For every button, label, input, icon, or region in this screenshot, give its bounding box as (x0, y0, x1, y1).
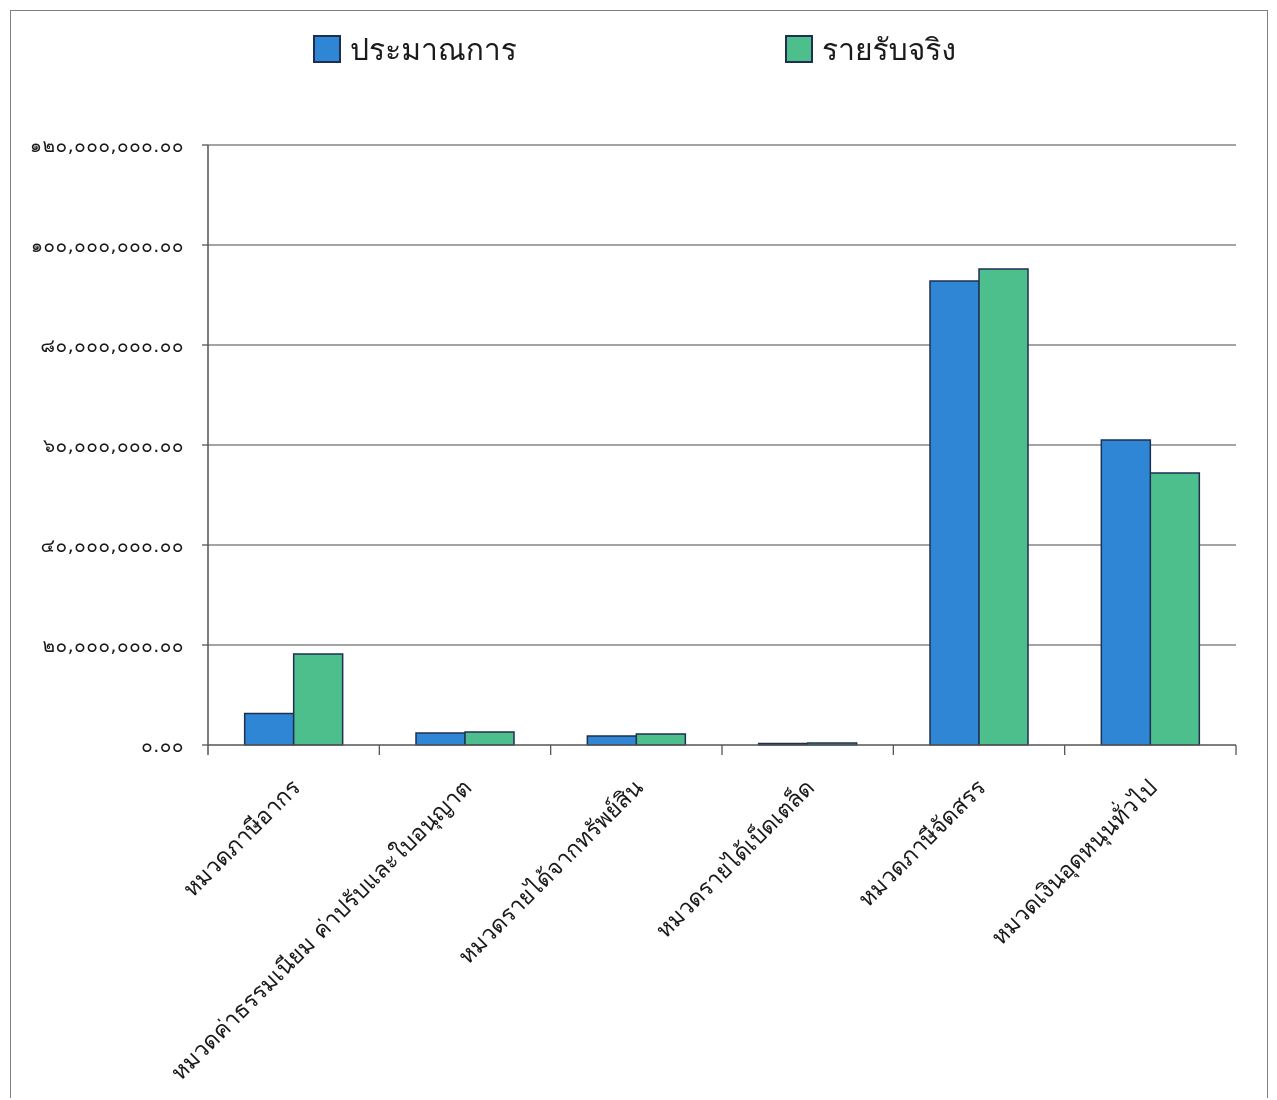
axes (207, 145, 1237, 755)
y-tick-label: ๑๒๐,๐๐๐,๐๐๐.๐๐ (30, 135, 184, 157)
x-tick-label: หมวดเงินอุดหนุนทั่วไป (984, 772, 1163, 951)
legend: ประมาณการ รายรับจริง (313, 33, 956, 68)
x-tick-label: หมวดภาษีอากร (178, 775, 306, 903)
y-tick-label: ๖๐,๐๐๐,๐๐๐.๐๐ (43, 435, 184, 457)
x-tick-label: หมวดรายได้เบ็ดเตล็ด (649, 773, 820, 944)
bar-actual (1149, 472, 1201, 746)
y-tick-label: ๔๐,๐๐๐,๐๐๐.๐๐ (41, 535, 184, 557)
x-tick-label: หมวดภาษีจัดสรร (854, 775, 992, 913)
x-tick-label: หมวดค่าธรรมเนียม ค่าปรับและใบอนุญาต (166, 774, 478, 1086)
bar-estimate (929, 280, 980, 746)
bar-estimate (243, 712, 295, 746)
legend-swatch-0 (313, 35, 341, 63)
y-tick-label: ๒๐,๐๐๐,๐๐๐.๐๐ (42, 635, 184, 657)
x-tick-label: หมวดรายได้จากทรัพย์สิน (453, 774, 649, 970)
bar-estimate (415, 732, 466, 746)
legend-label-0: ประมาณการ (350, 33, 517, 68)
bar-actual (292, 653, 344, 746)
y-tick-label: ๑๐๐,๐๐๐,๐๐๐.๐๐ (31, 235, 184, 257)
y-tick-label: ๘๐,๐๐๐,๐๐๐.๐๐ (40, 335, 184, 357)
bar-estimate (1100, 439, 1152, 746)
gridlines (208, 144, 1236, 646)
bar-actual (635, 733, 687, 746)
bar-estimate (586, 735, 638, 746)
chart-frame (10, 10, 1268, 1098)
legend-label-1: รายรับจริง (822, 33, 956, 68)
y-axis-ticks: ๐.๐๐ ๒๐,๐๐๐,๐๐๐.๐๐ ๔๐,๐๐๐,๐๐๐.๐๐ ๖๐,๐๐๐,๐๐๐… (30, 135, 208, 757)
bar-actual (464, 731, 515, 746)
bars (243, 268, 1201, 746)
legend-swatch-1 (785, 35, 813, 63)
bar-actual (978, 268, 1029, 746)
y-tick-label: ๐.๐๐ (141, 735, 184, 757)
